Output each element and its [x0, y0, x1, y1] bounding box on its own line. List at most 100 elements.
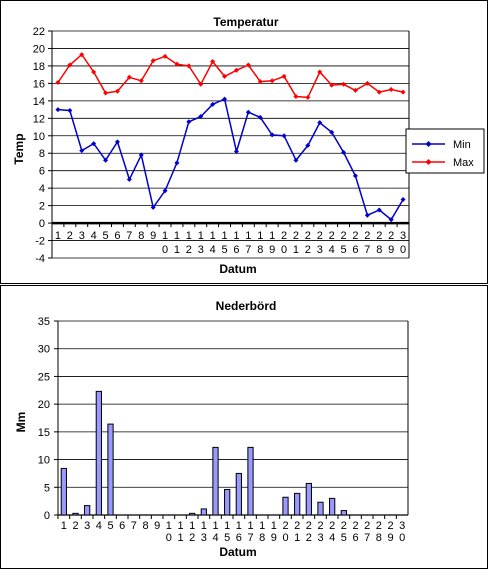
y-tick-label: 15 — [38, 427, 50, 439]
y-tick-labels: -4 -2 0 2 4 6 8 10 12 14 16 18 20 22 — [33, 26, 45, 265]
x-tick-label: 5 — [107, 520, 113, 532]
y-tick-label: 5 — [44, 482, 50, 494]
data-point-min — [293, 157, 299, 163]
y-tick-label: 12 — [33, 113, 45, 125]
y-tick-label: 35 — [38, 316, 50, 328]
x-tick-label: 7 — [245, 244, 251, 256]
x-tick-label: 1 — [177, 532, 183, 544]
y-axis-label: Temp — [12, 133, 26, 164]
bar — [84, 505, 91, 516]
y-tick-label: -4 — [35, 253, 45, 265]
data-point-min — [329, 129, 335, 135]
temperature-chart: Temperatur Temp Datum -4-202468101214161… — [12, 15, 485, 276]
data-point-max — [174, 61, 180, 67]
x-tick-label: 3 — [400, 230, 406, 242]
data-point-max — [150, 58, 156, 64]
data-point-max — [269, 78, 275, 84]
data-point-max — [233, 67, 239, 73]
x-axis-label: Datum — [219, 545, 256, 559]
data-point-min — [352, 173, 358, 179]
data-point-max — [317, 69, 323, 75]
data-point-min — [317, 120, 323, 126]
x-tick-labels: 1 2 3 4 5 6 7 8 9 1011121314151617181920212223242… — [55, 230, 406, 256]
x-tick-label: 2 — [281, 230, 287, 242]
legend: Min Max — [405, 128, 485, 174]
series-line-max — [57, 53, 404, 99]
data-point-min — [281, 133, 287, 139]
x-tick-label: 4 — [210, 244, 216, 256]
data-point-min — [103, 157, 109, 163]
x-tick-label: 2 — [294, 520, 300, 532]
data-point-min — [150, 204, 156, 210]
data-point-max — [400, 89, 406, 95]
x-tick-label: 4 — [212, 532, 218, 544]
x-tick-label: 8 — [259, 532, 265, 544]
data-point-min — [114, 139, 120, 145]
x-tick-label: 8 — [376, 532, 382, 544]
bar — [340, 510, 347, 516]
x-tick-label: 9 — [269, 244, 275, 256]
series-lines — [55, 52, 406, 223]
data-point-max — [91, 69, 97, 75]
x-tick-label: 2 — [317, 230, 323, 242]
x-tick-label: 1 — [189, 520, 195, 532]
x-tick-label: 8 — [376, 244, 382, 256]
data-point-min — [126, 176, 132, 182]
x-tick-label: 2 — [317, 520, 323, 532]
x-tick-label: 1 — [247, 520, 253, 532]
x-tick-label: 1 — [201, 520, 207, 532]
data-point-max — [186, 63, 192, 69]
x-tick-label: 2 — [329, 230, 335, 242]
x-tick-label: 1 — [186, 230, 192, 242]
x-tick-label: 1 — [224, 520, 230, 532]
data-point-max — [138, 78, 144, 84]
x-tick-label: 4 — [329, 244, 335, 256]
x-tick-label: 7 — [247, 532, 253, 544]
bar — [212, 446, 219, 516]
data-point-min — [222, 96, 228, 102]
x-tick-label: 1 — [294, 532, 300, 544]
data-point-min — [400, 197, 406, 203]
data-point-max — [210, 59, 216, 65]
x-tick-label: 1 — [233, 230, 239, 242]
x-tick-label: 5 — [224, 532, 230, 544]
x-tick-labels: 1 2 3 4 5 6 7 8 9 1011121314151617181920212223242… — [61, 520, 405, 544]
x-tick-label: 6 — [233, 244, 239, 256]
x-tick-label: 2 — [186, 244, 192, 256]
x-tick-label: 5 — [102, 230, 108, 242]
x-tick-label: 7 — [364, 244, 370, 256]
x-tick-label: 1 — [177, 520, 183, 532]
x-tick-label: 6 — [236, 532, 242, 544]
x-tick-label: 8 — [142, 520, 148, 532]
bars — [60, 390, 347, 516]
bar — [294, 492, 301, 516]
data-point-max — [293, 93, 299, 99]
x-tick-label: 1 — [198, 230, 204, 242]
data-point-min — [91, 141, 97, 147]
x-tick-label: 6 — [352, 244, 358, 256]
data-point-max — [376, 89, 382, 95]
y-tick-label: 0 — [44, 510, 50, 522]
legend-min-marker — [425, 141, 432, 147]
x-tick-label: 9 — [150, 230, 156, 242]
x-tick-label: 3 — [198, 244, 204, 256]
data-point-max — [198, 81, 204, 87]
x-tick-label: 1 — [55, 230, 61, 242]
x-tick-label: 1 — [61, 520, 67, 532]
y-tick-label: 18 — [33, 61, 45, 73]
data-point-min — [210, 101, 216, 107]
x-tick-label: 0 — [282, 532, 288, 544]
y-axis-label: Mm — [14, 412, 28, 433]
x-tick-label: 2 — [352, 520, 358, 532]
data-point-min — [269, 132, 275, 138]
bar — [95, 390, 102, 516]
bar — [305, 482, 312, 516]
x-tick-label: 0 — [281, 244, 287, 256]
bar — [107, 423, 114, 516]
data-point-min — [364, 212, 370, 218]
bar — [60, 467, 67, 516]
x-tick-label: 2 — [376, 520, 382, 532]
y-tick-label: 20 — [38, 399, 50, 411]
